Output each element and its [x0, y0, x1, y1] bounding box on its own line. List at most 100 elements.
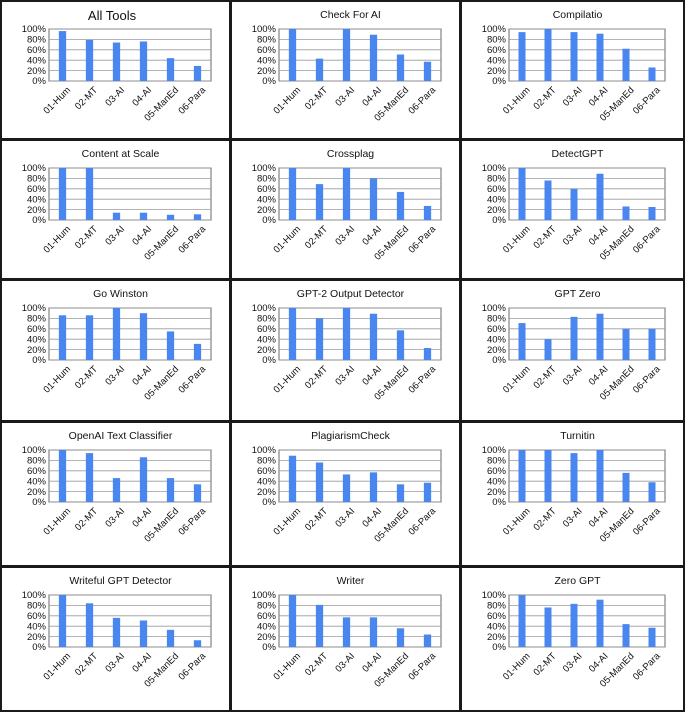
chart-panel: Go Winston 0% 20% 40% 60% 80% 100% 01-Hum 02-MT 0… [2, 281, 229, 420]
x-tick-label: 06-Para [176, 363, 208, 395]
x-tick-label: 03-AI [103, 224, 127, 248]
bar [288, 308, 297, 360]
x-tick-label: 02-MT [73, 364, 100, 391]
y-tick-label: 100% [482, 24, 507, 35]
x-tick-label: 04-AI [130, 651, 154, 675]
bar [518, 595, 526, 647]
x-tick-label: 03-AI [333, 506, 357, 530]
chart-panel: Zero GPT 0% 20% 40% 60% 80% 100% 01-Hum 02-MT 03-… [462, 568, 683, 710]
y-tick-label: 20% [27, 66, 47, 77]
bar [648, 328, 656, 360]
chart-panel: Writer 0% 20% 40% 60% 80% 100% 01-Hum 02-MT 03-AI… [232, 568, 459, 710]
x-tick-label: 01-Hum [41, 224, 73, 256]
x-tick-label: 06-Para [631, 84, 663, 116]
bar [315, 604, 324, 647]
bar [622, 206, 630, 220]
chart-title: Crossplag [327, 148, 374, 160]
bar [396, 484, 405, 502]
x-tick-label: 03-AI [333, 364, 357, 388]
bar-chart: All Tools 0%20%40%60%80%100% 01-Hum 02-MT 03… [22, 8, 212, 124]
plot-frame [48, 28, 212, 82]
x-tick-label: 02-MT [73, 85, 100, 112]
bar [193, 484, 202, 502]
bar [315, 318, 324, 360]
x-tick-label: 03-AI [103, 85, 127, 109]
bar [139, 212, 148, 220]
bar [193, 640, 202, 647]
chart-title: All Tools [88, 8, 137, 23]
bar [112, 308, 121, 360]
x-tick-label: 02-MT [73, 651, 100, 678]
x-tick-label: 06-Para [631, 223, 663, 255]
bar [369, 617, 378, 647]
y-tick-label: 80% [27, 174, 47, 185]
x-tick-label: 01-Hum [271, 506, 303, 538]
bar [342, 168, 351, 220]
chart-title: Writeful GPT Detector [69, 575, 172, 587]
bar-chart: Crossplag 0%20%40%60%80%100% 01-Hum 02-MT 03… [252, 148, 442, 263]
y-tick-label: 60% [27, 45, 47, 56]
y-tick-label: 40% [257, 55, 277, 66]
x-tick-label: 02-MT [73, 224, 100, 251]
plot-frame [48, 167, 212, 221]
bar [85, 315, 94, 360]
y-tick-label: 20% [27, 345, 47, 356]
x-tick-label: 02-MT [303, 364, 330, 391]
bar [423, 348, 432, 360]
y-tick-label: 100% [252, 445, 277, 456]
plot-frame [278, 307, 442, 361]
y-tick-label: 0% [492, 76, 506, 87]
bar [596, 33, 604, 81]
x-tick-label: 04-AI [587, 85, 611, 109]
plot-frame [508, 449, 666, 503]
chart-panel: Compilatio 0% 20% 40% 60% 80% 100% 01-Hum 02-MT 0… [462, 2, 683, 138]
bar [396, 191, 405, 220]
bar [193, 65, 202, 81]
chart-panel: Check For AI 0% 20% 40% 60% 80% 100% 01-Hum 02-M… [232, 2, 459, 138]
y-tick-label: 100% [252, 163, 277, 174]
x-tick-label: 04-AI [587, 224, 611, 248]
y-tick-label: 60% [487, 45, 507, 56]
y-tick-label: 80% [27, 456, 47, 467]
plot-frame [48, 449, 212, 503]
x-tick-label: 03-AI [561, 651, 585, 675]
bar [166, 214, 175, 220]
bar [369, 472, 378, 502]
bar [288, 595, 297, 647]
y-tick-label: 40% [487, 621, 507, 632]
y-tick-label: 40% [487, 334, 507, 345]
bar [193, 343, 202, 360]
bar [85, 39, 94, 81]
bar [166, 629, 175, 647]
y-tick-label: 20% [487, 487, 507, 498]
bar [518, 168, 526, 220]
x-tick-label: 06-Para [406, 223, 438, 255]
bar-chart: Check For AI 0%20%40%60%80%100% 01-Hum 02-M… [252, 9, 442, 124]
plot-frame [48, 594, 212, 648]
y-tick-label: 20% [27, 632, 47, 643]
plot-frame [508, 28, 666, 82]
y-tick-label: 80% [487, 314, 507, 325]
x-tick-label: 01-Hum [501, 651, 533, 683]
bar [369, 313, 378, 360]
y-tick-label: 100% [252, 24, 277, 35]
chart-title: GPT-2 Output Detector [297, 288, 405, 300]
y-tick-label: 0% [262, 642, 276, 653]
chart-title: Zero GPT [554, 575, 601, 587]
bar [622, 48, 630, 81]
x-tick-label: 03-AI [561, 224, 585, 248]
y-tick-label: 60% [27, 184, 47, 195]
y-tick-label: 20% [257, 345, 277, 356]
y-tick-label: 80% [487, 35, 507, 46]
x-tick-label: 06-Para [176, 650, 208, 682]
bar [570, 453, 578, 502]
chart-title: OpenAI Text Classifier [69, 430, 173, 442]
y-tick-label: 80% [27, 601, 47, 612]
y-tick-label: 60% [487, 466, 507, 477]
y-tick-label: 80% [257, 456, 277, 467]
y-tick-label: 40% [487, 194, 507, 205]
bar [622, 624, 630, 647]
plot-frame [278, 449, 442, 503]
